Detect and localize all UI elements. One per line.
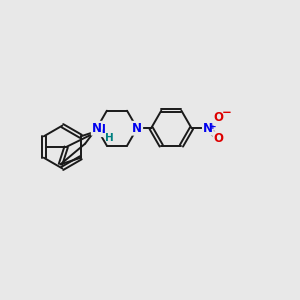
Text: H: H bbox=[105, 133, 114, 143]
Text: N: N bbox=[96, 123, 106, 136]
Text: +: + bbox=[209, 122, 217, 131]
Text: N: N bbox=[92, 122, 102, 135]
Text: N: N bbox=[203, 122, 213, 135]
Text: O: O bbox=[213, 111, 223, 124]
Text: N: N bbox=[132, 122, 142, 135]
Text: −: − bbox=[222, 106, 232, 119]
Text: O: O bbox=[213, 132, 223, 145]
